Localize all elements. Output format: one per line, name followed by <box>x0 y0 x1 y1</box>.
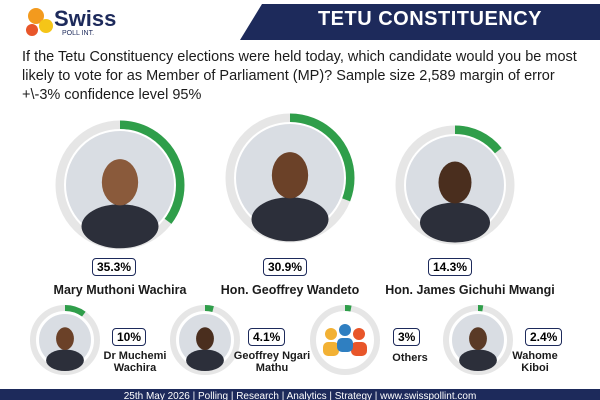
photo-body <box>251 197 329 242</box>
logo-text: Swiss <box>54 6 117 31</box>
photo-body <box>186 349 224 372</box>
icon-head <box>339 324 351 336</box>
photo-body <box>420 202 490 243</box>
icon-head <box>353 328 365 340</box>
icon-body <box>337 338 353 352</box>
candidate-name: Hon. James Gichuhi Mwangi <box>385 283 555 297</box>
share-ring <box>443 305 513 375</box>
value-label: 3% <box>393 328 421 346</box>
share-ring <box>395 125 515 245</box>
footer-bar <box>0 389 600 400</box>
photo-body <box>46 349 84 372</box>
icon-head <box>325 328 337 340</box>
photo-face <box>56 327 74 350</box>
photo-face <box>271 152 309 199</box>
photo-face <box>469 327 487 350</box>
candidate-name: Mary Muthoni Wachira <box>53 283 187 297</box>
photo-face <box>438 161 472 204</box>
title-banner <box>240 4 600 40</box>
title: TETU CONSTITUENCY <box>317 8 543 30</box>
question: If the Tetu Constituency elections were … <box>22 49 577 103</box>
share-ring <box>310 305 380 375</box>
photo-body <box>81 204 159 249</box>
candidate-name: Wahome Kiboi <box>512 350 558 374</box>
share-ring <box>55 120 185 250</box>
share-ring <box>170 305 240 375</box>
logo-subtext: POLL INT. <box>62 30 95 37</box>
value-label: 30.9% <box>263 258 308 276</box>
candidate-name: Others <box>392 352 428 364</box>
value-label: 35.3% <box>92 258 137 276</box>
candidate-layer <box>30 113 515 375</box>
icon-body <box>351 342 367 356</box>
photo-body <box>459 349 497 372</box>
photo-face <box>196 327 214 350</box>
value-label: 2.4% <box>525 328 563 346</box>
value-label: 4.1% <box>248 328 286 346</box>
footer: 25th May 2026 | Polling | Research | Ana… <box>123 391 477 400</box>
value-label: 14.3% <box>428 258 473 276</box>
logo-icon <box>26 24 38 36</box>
icon-body <box>323 342 339 356</box>
photo-face <box>101 159 139 206</box>
logo-icon <box>39 19 53 33</box>
share-ring <box>225 113 355 243</box>
candidate-name: Geoffrey Ngari Mathu <box>233 350 311 374</box>
value-label: 10% <box>112 328 147 346</box>
candidate-name: Hon. Geoffrey Wandeto <box>220 283 360 297</box>
candidate-name: Dr Muchemi Wachira <box>103 350 167 374</box>
share-ring <box>30 305 100 375</box>
logo-icon <box>28 8 44 24</box>
